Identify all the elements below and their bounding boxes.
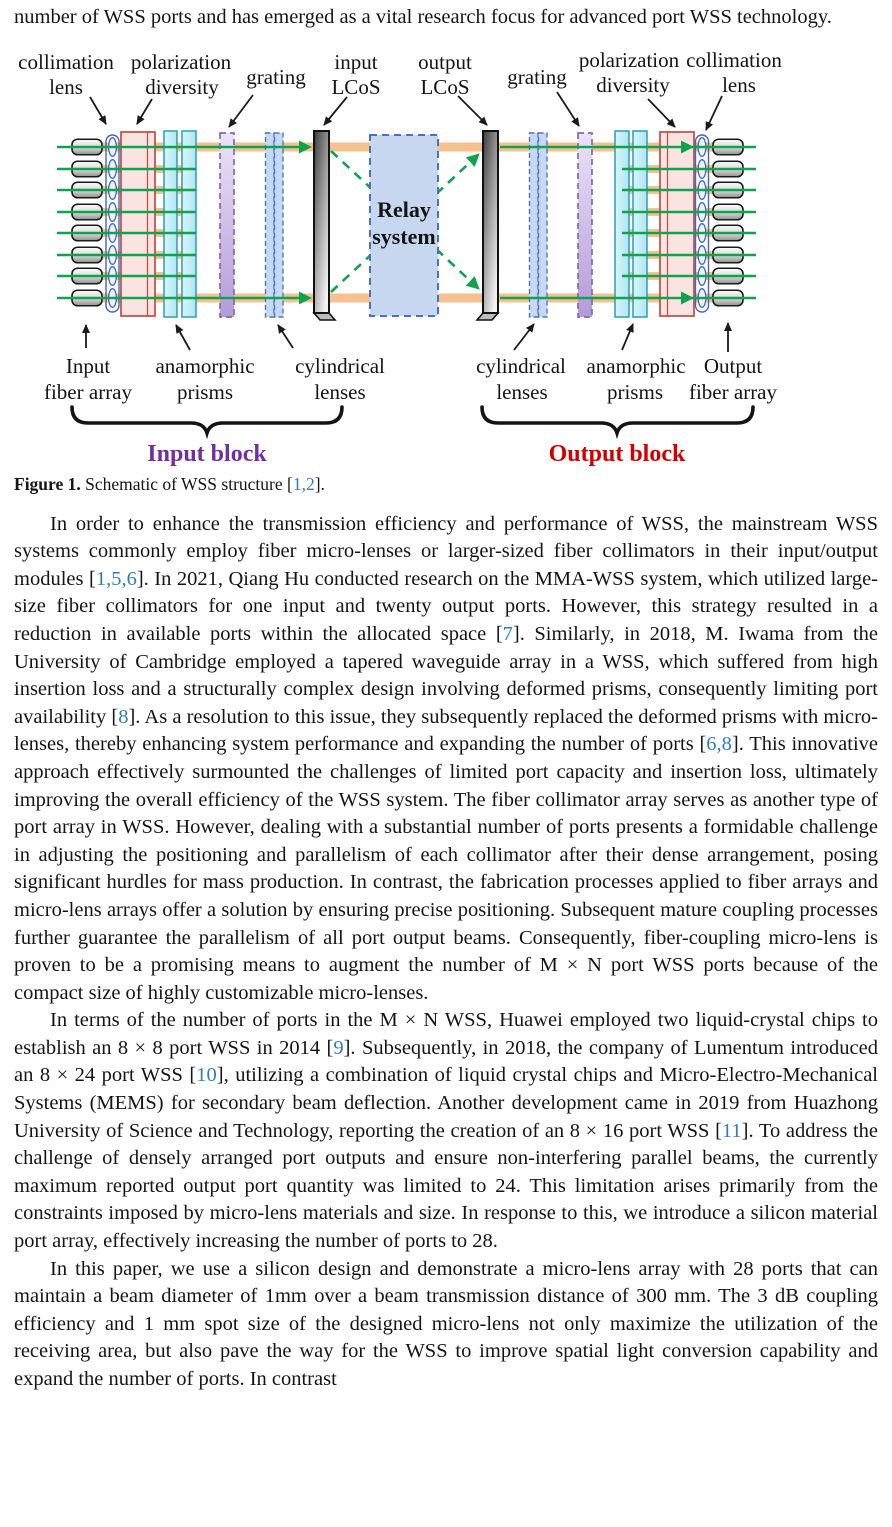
label-input-lcos: LCoS xyxy=(331,75,380,99)
figure-caption-label: Figure 1. xyxy=(14,473,81,494)
label-collimation-input: collimation xyxy=(18,50,114,74)
citation-link[interactable]: 1,2 xyxy=(292,473,315,494)
beam-lines xyxy=(57,140,756,305)
text-run: . In 2021, Qiang Hu conducted research o… xyxy=(14,567,879,645)
beam-arrowhead xyxy=(299,291,312,305)
relay-label-line1: Relay xyxy=(377,197,431,222)
cylindrical-lenses-output xyxy=(528,131,548,318)
citation: [7] xyxy=(495,622,520,645)
citation: [1,5,6] xyxy=(88,567,144,590)
text-run: . As a resolution to this issue, they su… xyxy=(14,705,878,756)
citation: [11] xyxy=(715,1119,749,1142)
label-polarization-output: polarization xyxy=(579,48,680,72)
citation-link[interactable]: 6,8 xyxy=(706,733,732,756)
citation-link[interactable]: 9 xyxy=(333,1036,344,1059)
citation-link[interactable]: 7 xyxy=(502,622,513,645)
label-input-fiber-2: fiber array xyxy=(44,380,133,404)
anamorphic-prisms-output xyxy=(614,129,648,318)
label-output-fiber-2: fiber array xyxy=(689,380,778,404)
output-lcos-panel xyxy=(475,129,500,321)
label-cylindrical-out: cylindrical xyxy=(476,354,566,378)
figure-caption-text: Schematic of WSS structure xyxy=(80,473,287,494)
label-lens-output: lens xyxy=(722,73,756,97)
label-input-fiber: Input xyxy=(66,354,110,378)
text-run: . To address the challenge of densely ar… xyxy=(14,1119,878,1253)
citation: [9] xyxy=(326,1036,351,1059)
citation-link[interactable]: 8 xyxy=(118,705,129,728)
figure-1: Relay system xyxy=(0,44,892,469)
output-block-title: Output block xyxy=(549,441,686,467)
grating-output xyxy=(577,131,593,318)
relay-system-box: Relay system xyxy=(369,133,439,317)
label-output-lcos: LCoS xyxy=(420,75,469,99)
input-block-brace xyxy=(70,404,344,439)
figure-caption: Figure 1. Schematic of WSS structure [1,… xyxy=(14,473,325,494)
polarization-diversity-input xyxy=(120,130,156,317)
input-block-title: Input block xyxy=(147,441,267,467)
label-output-fiber: Output xyxy=(704,354,763,378)
label-grating-input: grating xyxy=(246,65,306,89)
collimation-lens-outline-output xyxy=(694,133,710,313)
paragraph: number of WSS ports and has emerged as a… xyxy=(14,4,878,32)
grating-input xyxy=(219,131,235,318)
label-cylindrical-in: cylindrical xyxy=(295,354,385,378)
label-prisms-out: prisms xyxy=(607,380,663,404)
top-paragraph-container: number of WSS ports and has emerged as a… xyxy=(14,4,878,32)
polarization-diversity-output xyxy=(659,130,695,317)
paragraph: In terms of the number of ports in the M… xyxy=(14,1007,878,1255)
text-run: In order to enhance the transmission eff… xyxy=(14,512,878,590)
label-output: output xyxy=(418,50,472,74)
label-collimation-output: collimation xyxy=(686,48,782,72)
output-block-brace xyxy=(480,404,755,439)
label-diversity-input: diversity xyxy=(145,75,219,99)
beam-arrowhead xyxy=(299,140,312,154)
label-arrows xyxy=(82,91,732,352)
label-anamorphic-in: anamorphic xyxy=(155,354,254,378)
cylindrical-lenses-input xyxy=(264,131,284,318)
text-run: In this paper, we use a silicon design a… xyxy=(14,1257,878,1390)
citation-link[interactable]: 10 xyxy=(196,1064,217,1087)
citation: [10] xyxy=(189,1064,224,1087)
input-lcos-panel xyxy=(312,129,337,321)
beam-arrowhead xyxy=(681,291,694,305)
citation: [6,8] xyxy=(699,733,739,756)
label-lenses-out: lenses xyxy=(496,380,547,404)
label-lens-input: lens xyxy=(49,75,83,99)
text-run: number of WSS ports and has emerged as a… xyxy=(14,6,832,28)
citation-link[interactable]: 11 xyxy=(721,1119,742,1142)
label-input: input xyxy=(334,50,377,74)
anamorphic-prisms-input xyxy=(163,129,197,318)
text-run: In terms of the number of ports in the M… xyxy=(14,1009,878,1059)
text-run: . Subsequently, in 2018, the company of … xyxy=(14,1036,878,1087)
label-prisms-in: prisms xyxy=(177,380,233,404)
article-body: In order to enhance the transmission eff… xyxy=(14,511,878,1394)
label-anamorphic-out: anamorphic xyxy=(586,354,685,378)
paragraph: In order to enhance the transmission eff… xyxy=(14,511,878,1008)
citation: [8] xyxy=(111,705,136,728)
label-diversity-output: diversity xyxy=(596,73,670,97)
text-run: . Similarly, in 2018, M. Iwama from the … xyxy=(14,622,878,728)
paragraph: In this paper, we use a silicon design a… xyxy=(14,1256,878,1394)
collimation-lens-outline-input xyxy=(105,133,120,313)
label-polarization-input: polarization xyxy=(131,50,232,74)
text-run: . This innovative approach effectively s… xyxy=(14,733,878,1004)
wss-schematic: Relay system xyxy=(18,48,782,467)
text-run: , utilizing a combination of liquid crys… xyxy=(14,1064,879,1142)
beam-arrowhead xyxy=(681,140,694,154)
label-grating-output: grating xyxy=(507,65,567,89)
paper-page: number of WSS ports and has emerged as a… xyxy=(0,4,892,1394)
citation-link[interactable]: 1,5,6 xyxy=(95,567,137,590)
relay-label-line2: system xyxy=(372,224,436,249)
label-lenses-in: lenses xyxy=(314,380,365,404)
